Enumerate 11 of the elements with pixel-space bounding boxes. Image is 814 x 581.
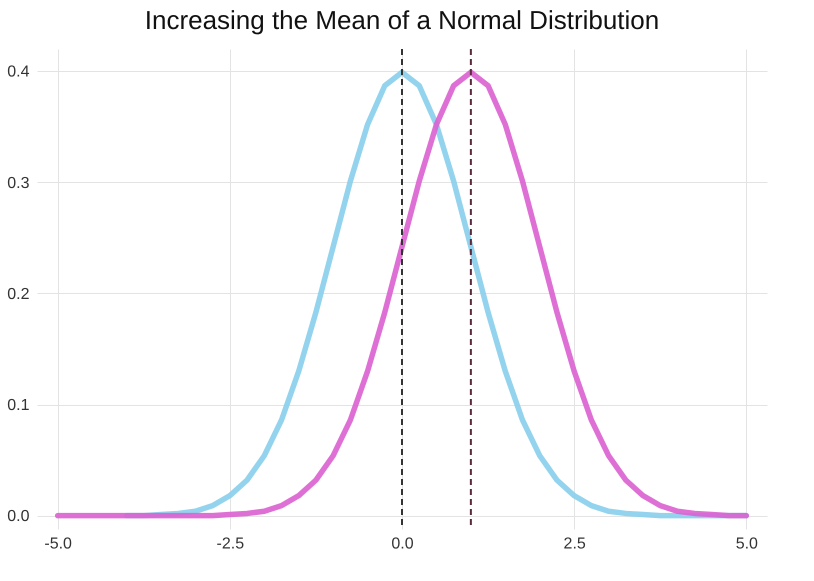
x-tick-label: 2.5: [564, 536, 586, 552]
chart-title: Increasing the Mean of a Normal Distribution: [144, 5, 660, 35]
y-tick-label: 0.2: [7, 286, 30, 303]
y-tick-label: 0.3: [7, 174, 30, 192]
y-tick-label: 0.4: [7, 64, 30, 81]
y-tick-label: 0.0: [7, 508, 30, 526]
x-tick-label: -5.0: [44, 536, 72, 552]
x-tick-label: -2.5: [216, 536, 244, 552]
x-tick-label: 0.0: [391, 536, 414, 552]
x-tick-label: 5.0: [736, 536, 758, 552]
y-tick-label: 0.1: [7, 397, 30, 414]
